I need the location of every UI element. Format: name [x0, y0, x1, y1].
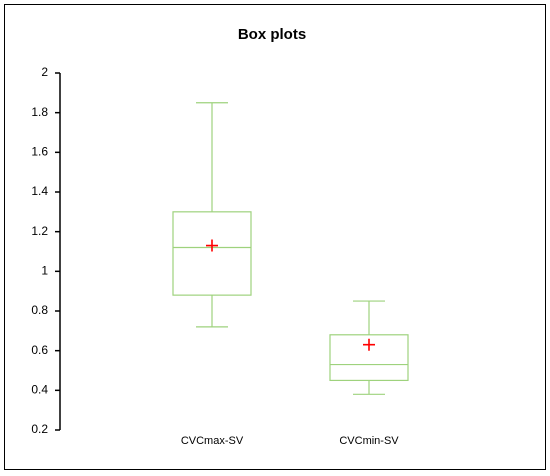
chart-border: [4, 4, 546, 470]
mean-marker: [206, 239, 218, 252]
box: [172, 211, 252, 296]
y-tick-label: 1.8: [31, 105, 48, 119]
y-tick-label: 2: [41, 65, 48, 79]
mean-marker: [363, 338, 375, 351]
y-tick-label: 0.6: [31, 343, 48, 357]
x-tick-label: CVCmax-SV: [181, 435, 244, 447]
y-tick-label: 0.4: [31, 383, 48, 397]
x-tick-label: CVCmin-SV: [339, 435, 399, 447]
y-tick-label: 0.2: [31, 422, 48, 436]
y-tick-label: 1.6: [31, 145, 48, 159]
box: [329, 334, 409, 382]
y-tick-label: 1.2: [31, 224, 48, 238]
chart-title: Box plots: [238, 26, 306, 43]
y-tick-label: 1.4: [31, 184, 48, 198]
y-tick-label: 1: [41, 264, 48, 278]
y-tick-label: 0.8: [31, 303, 48, 317]
